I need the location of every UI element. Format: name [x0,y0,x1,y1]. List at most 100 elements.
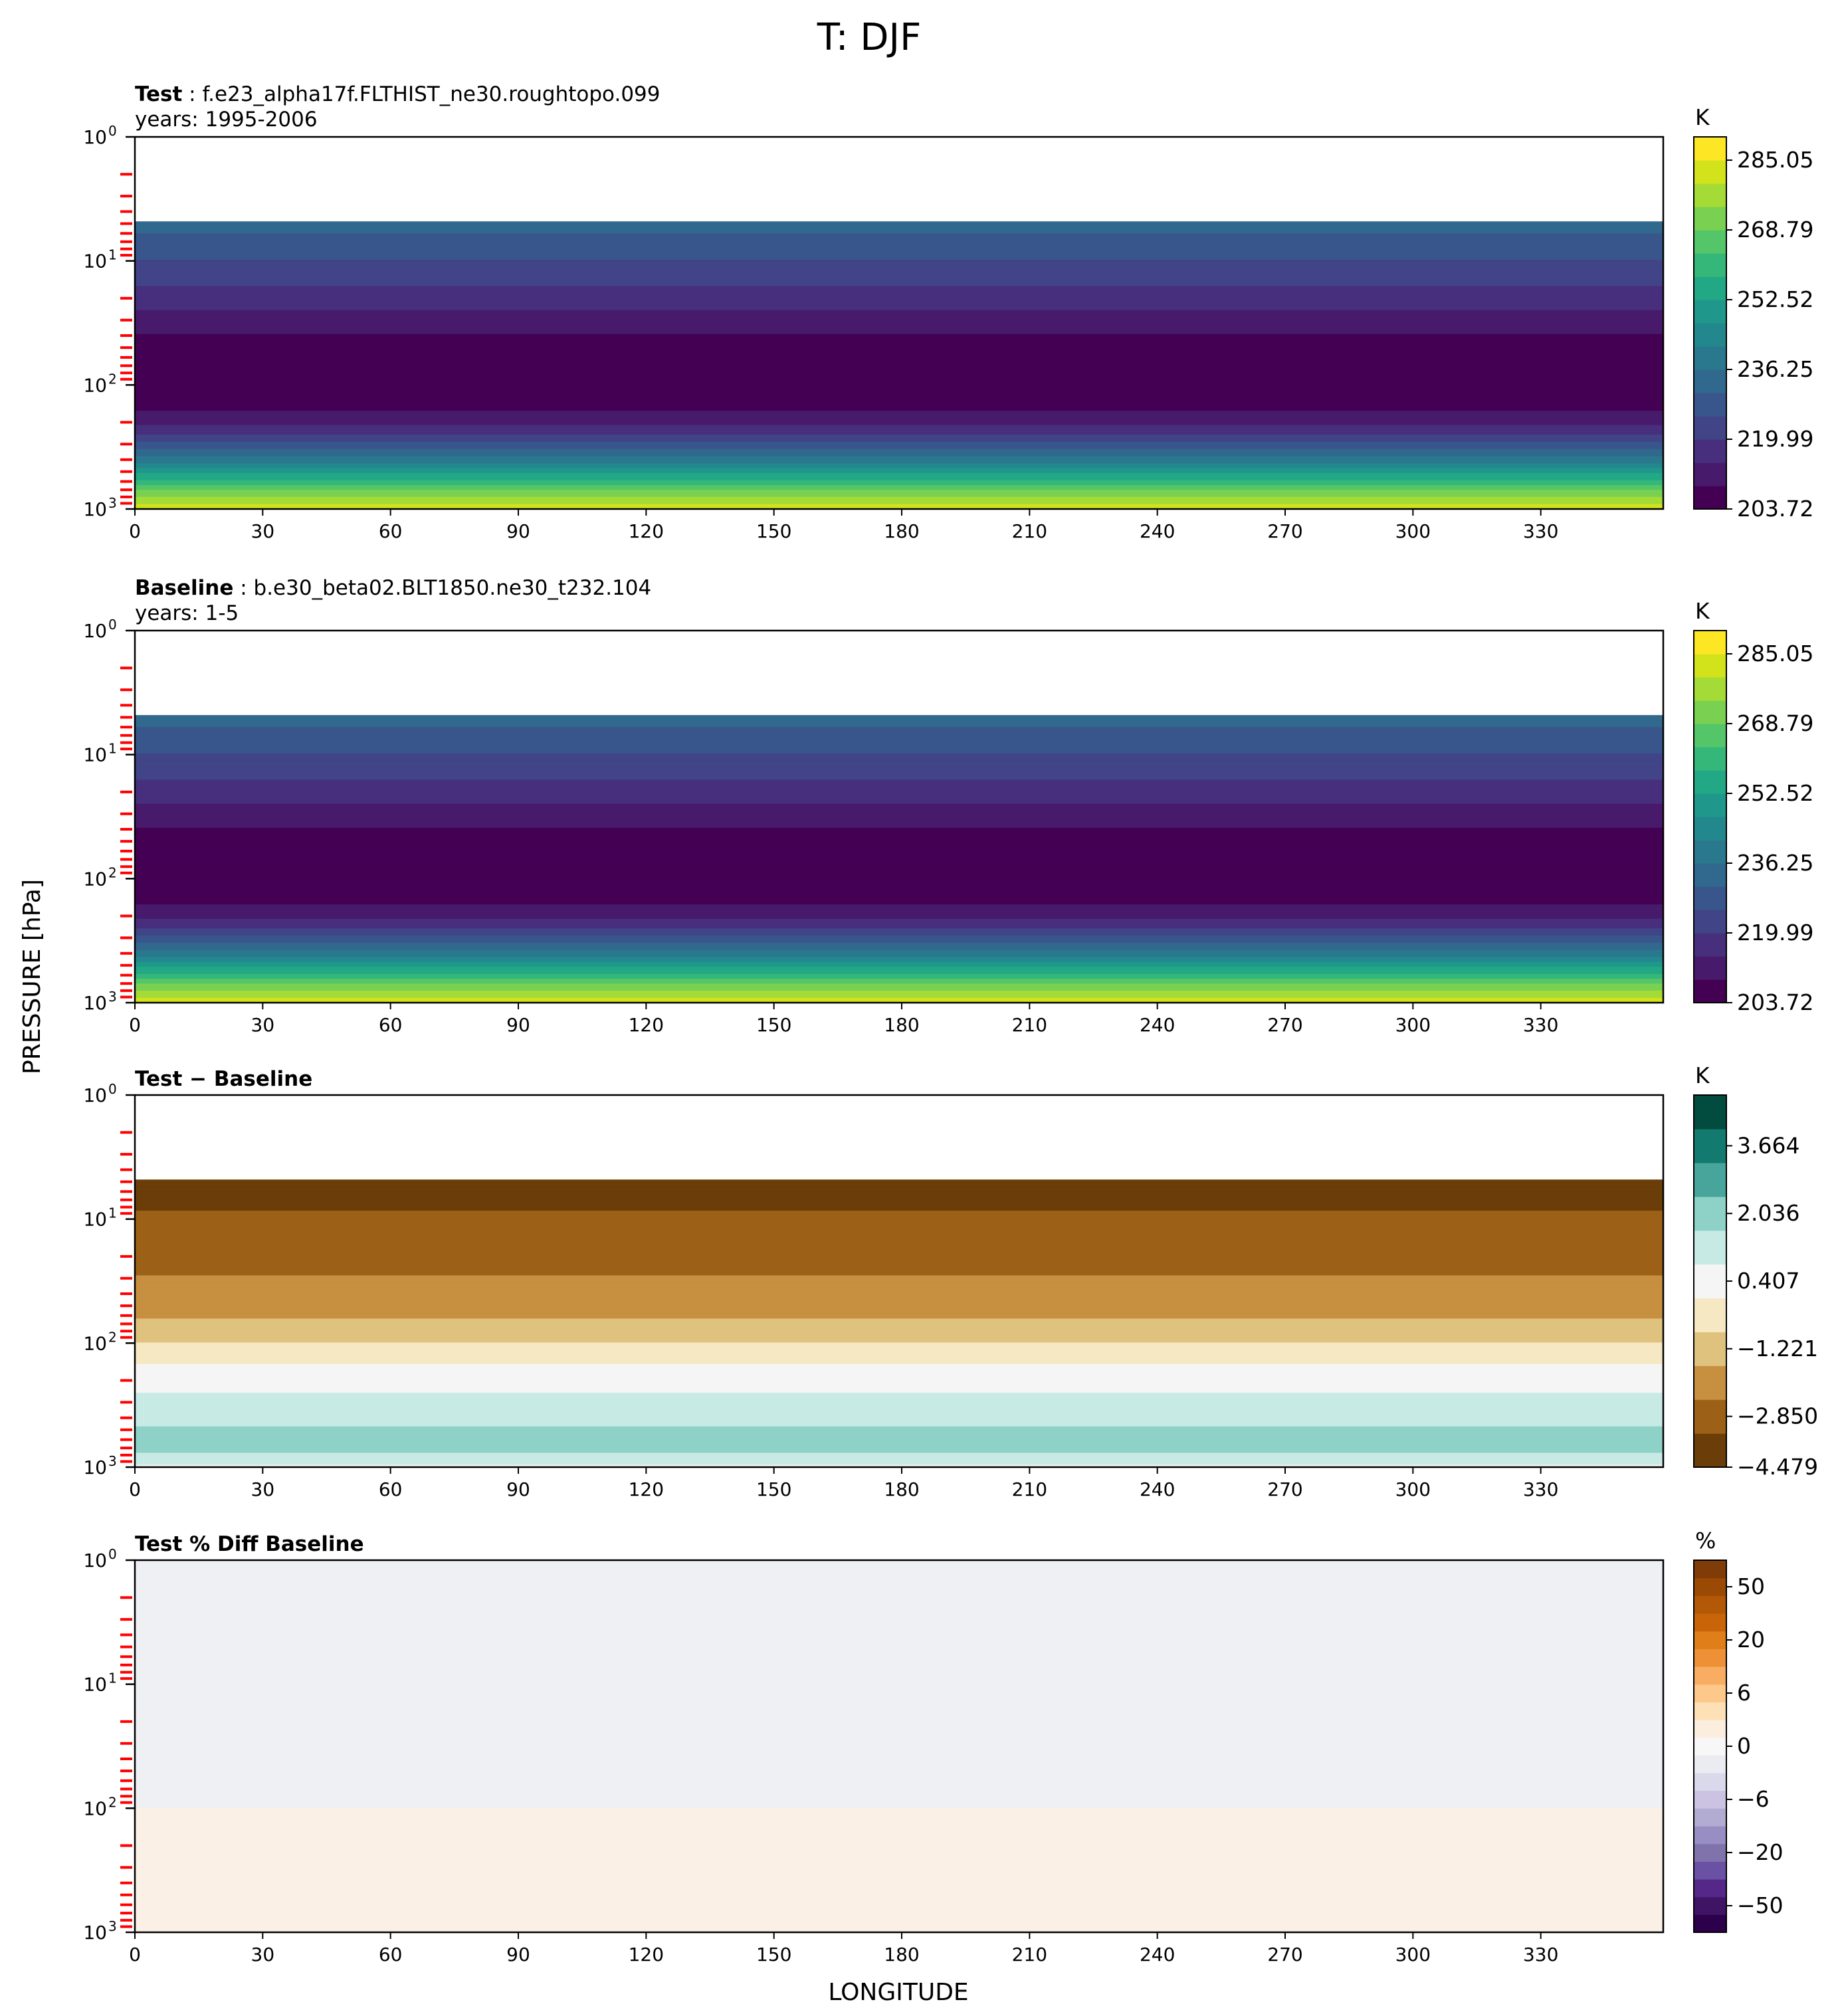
contour-band [135,1211,1663,1214]
contour-band [135,961,1663,965]
colorbar-segment [1694,747,1726,771]
contour-band [135,914,1663,917]
contour-band [135,254,1663,258]
contour-band [135,832,1663,836]
contour-band [135,763,1663,766]
contour-band [135,909,1663,912]
contour-band [135,818,1663,821]
contour-band [135,729,1663,733]
contour-band [135,295,1663,299]
contour-band [135,1217,1663,1221]
colorbar-tick-label: −6 [1737,1786,1770,1812]
contour-band [135,815,1663,819]
contour-band [135,506,1663,510]
y-tick-label: 10 [83,251,107,272]
contour-band [135,930,1663,934]
contour-band [135,223,1663,227]
contour-band [135,324,1663,328]
contour-band [135,401,1663,405]
contour-band [135,787,1663,790]
contour-band [135,1000,1663,1003]
contour-band [135,480,1663,484]
y-tick-exponent: 0 [108,1546,117,1562]
contour-band [135,758,1663,761]
contour-band [135,1433,1663,1437]
contour-band [135,1436,1663,1439]
contour-band [135,878,1663,881]
contour-band [135,360,1663,363]
contour-band [135,1378,1663,1381]
contour-band [135,782,1663,785]
colorbar-segment [1694,886,1726,910]
contour-band [135,981,1663,984]
colorbar-segment [1694,300,1726,324]
contour-band [135,796,1663,800]
colorbar-segment [1694,1128,1726,1163]
x-tick-label: 240 [1140,1944,1175,1966]
contour-band [135,278,1663,282]
contour-band [135,1361,1663,1365]
contour-band [135,1268,1663,1272]
colorbar-segment [1694,416,1726,440]
x-tick-label: 330 [1523,1014,1558,1036]
contour-band [135,1213,1663,1217]
colorbar-tick-label: 0.407 [1737,1268,1799,1294]
contour-band [135,1441,1663,1444]
contour-band [135,1191,1663,1195]
y-tick-label: 10 [83,1457,107,1478]
contour-band [135,756,1663,759]
y-tick-exponent: 1 [108,1670,117,1686]
x-tick-label: 330 [1523,1478,1558,1500]
colorbar-segment [1694,933,1726,957]
contour-band [135,1314,1663,1317]
contour-band [135,375,1663,378]
contour-band [135,1330,1663,1334]
y-tick-exponent: 2 [108,1794,117,1810]
colorbar-segment [1694,1879,1726,1898]
contour-band [135,1181,1663,1185]
contour-band [135,760,1663,764]
panel-title-bold: Test % Diff Baseline [135,1532,364,1556]
y-tick-label: 10 [83,992,107,1014]
contour-band [135,926,1663,929]
contour-band [135,396,1663,399]
contour-band [135,1232,1663,1235]
contour-band [135,1460,1663,1463]
contour-band [135,959,1663,963]
colorbar-tick-label: 236.25 [1737,850,1813,876]
x-tick-label: 30 [251,1014,275,1036]
x-tick-label: 300 [1395,1014,1431,1036]
panel-baseline: Baseline : b.e30_beta02.BLT1850.ne30_t23… [83,576,1813,1036]
contour-band [135,748,1663,752]
contour-band [135,775,1663,778]
x-tick-label: 150 [756,1944,791,1966]
x-tick-label: 90 [506,1944,530,1966]
contour-band [135,858,1663,862]
contour-band [135,312,1663,316]
contour-band [135,1320,1663,1324]
contour-band [135,243,1663,247]
contour-region [135,1560,1663,1809]
colorbar-segment [1694,1196,1726,1231]
contour-band [135,849,1663,853]
x-tick-label: 30 [251,1944,275,1966]
contour-band [135,825,1663,829]
contour-band [135,369,1663,373]
x-tick-label: 30 [251,1478,275,1500]
colorbar-segment [1694,1808,1726,1827]
colorbar: K 3.664 2.036 0.407 −1.221 −2.850 −4.479 [1693,1062,1818,1480]
contour-band [135,1179,1663,1183]
x-tick-label: 150 [756,520,791,542]
contour-band [135,346,1663,350]
contour-band [135,262,1663,265]
contour-band [135,231,1663,234]
contour-band [135,772,1663,776]
plot-frame [134,629,1665,1004]
contour-band [135,902,1663,905]
contour-band [135,326,1663,330]
contour-band [135,923,1663,927]
colorbar-segment [1694,1095,1726,1130]
contour-band [135,954,1663,958]
contour-band [135,736,1663,740]
contour-band [135,470,1663,474]
